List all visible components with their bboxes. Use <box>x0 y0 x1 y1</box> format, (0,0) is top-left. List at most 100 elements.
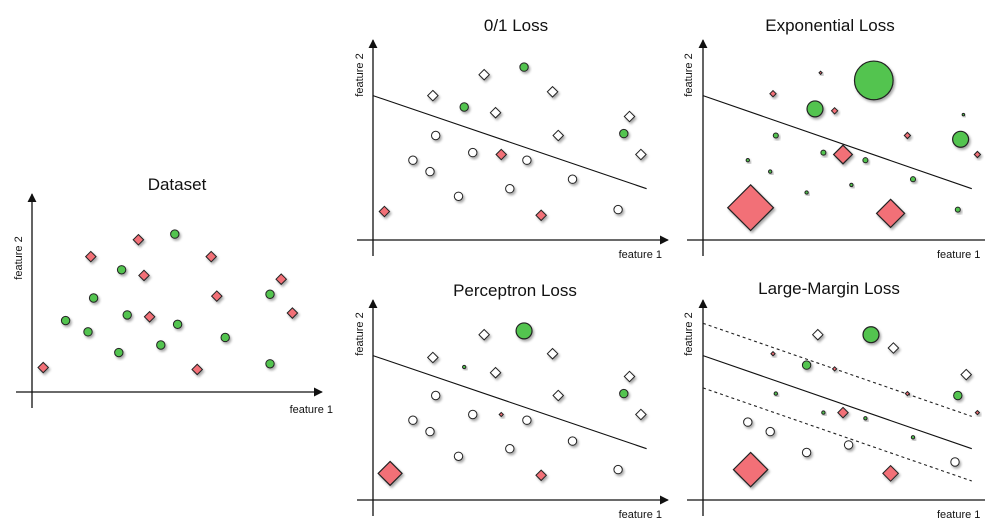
sample-diamond-white <box>960 368 973 381</box>
sample-diamond-red <box>770 350 776 357</box>
sample-circle-green <box>619 388 629 399</box>
sample-circle-white <box>950 457 960 467</box>
x-axis-label: feature 1 <box>290 404 333 416</box>
sample-diamond-white <box>623 370 636 383</box>
sample-circle-white <box>522 415 532 425</box>
y-axis-label: feature 2 <box>354 53 366 96</box>
sample-diamond-red <box>495 148 508 161</box>
sample-diamond-red <box>84 250 97 263</box>
sample-circle-green <box>515 322 533 340</box>
sample-diamond-white <box>552 389 565 402</box>
sample-diamond-red <box>769 89 777 98</box>
sample-circle-white <box>408 415 418 425</box>
sample-diamond-red <box>974 409 981 416</box>
sample-circle-green <box>519 62 529 72</box>
sample-circle-green <box>170 229 180 239</box>
sample-circle-green <box>60 315 71 326</box>
sample-circle-green <box>773 391 778 396</box>
sample-diamond-red <box>210 290 223 303</box>
sample-circle-green <box>459 102 469 112</box>
sample-circle-green <box>849 182 854 188</box>
sample-circle-green <box>619 128 629 139</box>
sample-circle-green <box>156 340 166 350</box>
decision-boundary <box>372 95 647 190</box>
sample-diamond-red <box>732 451 769 488</box>
sample-circle-white <box>743 417 753 427</box>
sample-circle-green <box>801 360 812 370</box>
sample-diamond-red <box>138 269 150 282</box>
sample-diamond-red <box>973 150 982 159</box>
panel-title: Exponential Loss <box>765 16 894 35</box>
sample-diamond-white <box>811 328 824 341</box>
sample-diamond-red <box>37 361 50 374</box>
decision-boundary <box>372 355 647 450</box>
panel-dataset: Dataset feature 1 feature 2 <box>13 175 333 416</box>
sample-diamond-red <box>205 250 218 263</box>
sample-circle-green <box>863 416 868 421</box>
sample-circle-green <box>806 100 824 118</box>
sample-diamond-white <box>552 129 565 142</box>
sample-circle-green <box>220 332 230 343</box>
sample-diamond-red <box>498 411 505 418</box>
sample-diamond-red <box>191 363 204 376</box>
sample-diamond-red <box>377 460 403 487</box>
panel-title: 0/1 Loss <box>484 16 548 35</box>
y-axis-label: feature 2 <box>13 236 25 279</box>
sample-circle-green <box>909 176 917 183</box>
panel-perceptron-loss: Perceptron Loss feature 1 feature 2 <box>354 281 669 521</box>
sample-circle-green <box>953 390 963 401</box>
sample-diamond-white <box>489 106 502 119</box>
sample-circle-white <box>453 191 464 202</box>
decision-boundary <box>702 355 972 450</box>
sample-diamond-red <box>275 273 288 286</box>
sample-circle-green <box>122 310 132 320</box>
sample-circle-green <box>88 293 99 303</box>
sample-circle-green <box>954 206 961 213</box>
x-axis-label: feature 1 <box>619 509 662 521</box>
sample-diamond-red <box>904 390 911 397</box>
sample-diamond-white <box>634 408 647 421</box>
panel-title: Dataset <box>148 175 207 194</box>
sample-circle-white <box>567 174 578 184</box>
sample-circle-white <box>408 155 418 165</box>
y-axis-label: feature 2 <box>683 53 695 96</box>
sample-diamond-red <box>837 406 849 419</box>
sample-diamond-red <box>143 310 156 323</box>
sample-circle-white <box>505 444 515 454</box>
panel-zero-one-loss: 0/1 Loss feature 1 feature 2 <box>354 16 669 261</box>
sample-circle-white <box>765 426 775 437</box>
sample-circle-white <box>613 204 623 215</box>
sample-diamond-red <box>535 209 548 222</box>
x-axis-label: feature 1 <box>937 249 980 261</box>
sample-circle-green <box>116 265 127 275</box>
sample-diamond-white <box>426 89 439 102</box>
sample-circle-white <box>522 155 532 165</box>
sample-circle-white <box>613 464 623 475</box>
sample-circle-green <box>821 410 826 415</box>
sample-circle-white <box>431 390 441 401</box>
sample-circle-green <box>952 130 970 148</box>
sample-diamond-red <box>286 307 299 319</box>
sample-circle-green <box>265 289 275 299</box>
sample-circle-green <box>772 132 779 139</box>
sample-circle-white <box>453 451 464 461</box>
sample-circle-green <box>172 319 183 330</box>
sample-diamond-red <box>818 70 823 76</box>
sample-diamond-white <box>634 148 647 161</box>
sample-diamond-white <box>478 68 491 81</box>
sample-diamond-red <box>830 106 839 115</box>
sample-circle-green <box>804 190 809 195</box>
sample-circle-green <box>265 359 275 369</box>
sample-diamond-red <box>903 131 912 140</box>
sample-circle-white <box>431 130 441 141</box>
panel-exponential-loss: Exponential Loss feature 1 feature 2 <box>683 16 985 261</box>
y-axis-label: feature 2 <box>683 312 695 355</box>
sample-circle-white <box>843 440 854 450</box>
sample-diamond-white <box>623 110 636 123</box>
sample-diamond-red <box>535 469 548 482</box>
sample-diamond-white <box>426 351 439 364</box>
sample-diamond-white <box>478 328 491 341</box>
sample-diamond-red <box>832 144 854 165</box>
sample-circle-green <box>910 435 916 440</box>
